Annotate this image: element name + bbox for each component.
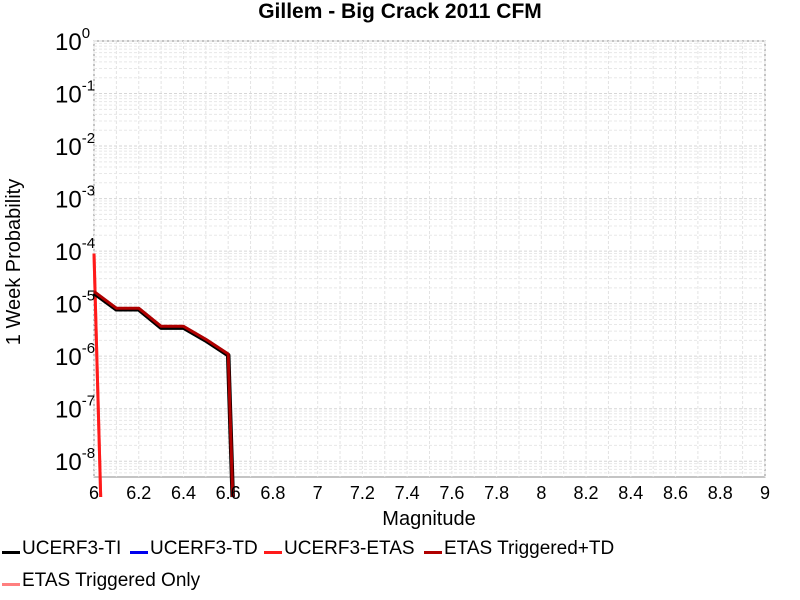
x-tick-label: 8.4 — [618, 483, 643, 503]
x-tick-label: 8 — [536, 483, 546, 503]
y-tick-label: 100 — [55, 25, 90, 56]
legend-label: UCERF3-ETAS — [284, 538, 415, 559]
legend-label: ETAS Triggered+TD — [444, 538, 615, 559]
y-tick-exponent: -7 — [82, 393, 95, 410]
y-tick-label: 10-3 — [55, 183, 95, 214]
legend-label: UCERF3-TD — [150, 538, 258, 559]
x-tick-label: 8.2 — [574, 483, 599, 503]
y-tick-base: 10 — [55, 449, 82, 476]
legend-item: ETAS Triggered+TD — [424, 538, 614, 560]
y-tick-base: 10 — [55, 187, 82, 214]
chart-title: Gillem - Big Crack 2011 CFM — [258, 0, 542, 23]
y-tick-label: 10-4 — [55, 235, 95, 266]
legend-swatch — [130, 550, 148, 554]
y-tick-exponent: -4 — [82, 235, 95, 252]
legend-swatch — [2, 550, 20, 554]
legend-item: UCERF3-TI — [2, 538, 121, 560]
x-tick-label: 8.6 — [663, 483, 688, 503]
y-tick-label: 10-5 — [55, 288, 95, 319]
legend-swatch — [264, 550, 282, 554]
x-tick-label: 6.4 — [171, 483, 196, 503]
y-tick-exponent: -1 — [82, 78, 95, 95]
y-tick-base: 10 — [55, 397, 82, 424]
y-tick-base: 10 — [55, 134, 82, 161]
legend-swatch — [2, 582, 20, 586]
y-tick-exponent: -2 — [82, 130, 95, 147]
x-tick-label: 6.2 — [126, 483, 151, 503]
y-tick-base: 10 — [55, 292, 82, 319]
y-tick-label: 10-8 — [55, 445, 95, 476]
y-tick-base: 10 — [55, 82, 82, 109]
y-tick-label: 10-6 — [55, 340, 95, 371]
legend-label: UCERF3-TI — [22, 538, 122, 559]
legend-item: UCERF3-TD — [130, 538, 258, 560]
x-tick-label: 7.2 — [350, 483, 375, 503]
x-tick-label: 6.8 — [260, 483, 285, 503]
y-tick-base: 10 — [55, 344, 82, 371]
grid — [93, 40, 766, 477]
y-tick-exponent: -5 — [82, 288, 95, 305]
y-axis-label: 1 Week Probability — [3, 179, 25, 345]
y-tick-exponent: -6 — [82, 340, 95, 357]
y-tick-base: 10 — [55, 239, 82, 266]
y-tick-label: 10-7 — [55, 393, 95, 424]
y-tick-exponent: -3 — [82, 183, 95, 200]
legend-swatch — [424, 550, 442, 554]
legend-item: ETAS Triggered Only — [2, 570, 200, 592]
x-tick-label: 9 — [760, 483, 770, 503]
chart: Gillem - Big Crack 2011 CFM 6 6.2 6.4 6.6 6.… — [3, 0, 770, 530]
y-tick-label: 10-1 — [55, 78, 95, 109]
y-tick-base: 10 — [55, 29, 82, 56]
legend-item: UCERF3-ETAS — [264, 538, 415, 560]
y-tick-exponent: -8 — [82, 445, 95, 462]
x-tick-label: 7.6 — [439, 483, 464, 503]
y-tick-exponent: 0 — [82, 25, 90, 42]
x-tick-label: 7.8 — [484, 483, 509, 503]
x-tick-label: 6 — [89, 483, 99, 503]
x-tick-label: 7.4 — [395, 483, 420, 503]
legend-label: ETAS Triggered Only — [22, 570, 201, 591]
x-axis-label: Magnitude — [382, 508, 475, 530]
x-tick-label: 8.8 — [708, 483, 733, 503]
series-layer — [92, 253, 235, 498]
x-tick-label: 6.6 — [216, 483, 241, 503]
x-tick-labels: 6 6.2 6.4 6.6 6.8 7 7.2 7.4 7.6 7.8 8 8.2 8.4 8.6 8.8 9 — [89, 483, 770, 503]
series-line-etas-triggered-td — [93, 290, 235, 498]
y-tick-label: 10-2 — [55, 130, 95, 161]
x-tick-label: 7 — [313, 483, 323, 503]
